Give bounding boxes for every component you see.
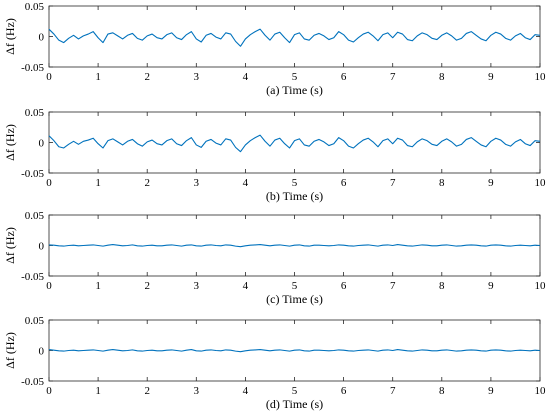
y-tick-label: -0.05 [21,376,44,388]
y-tick-label: 0.05 [25,1,45,13]
x-tick-label: 3 [194,385,200,397]
y-tick-label: 0.05 [25,107,45,119]
y-tick-label: -0.05 [21,168,44,180]
x-tick-label: 0 [46,280,52,292]
y-tick-label: -0.05 [21,62,44,74]
y-axis-label: Δf (Hz) [3,332,17,369]
x-tick-label: 5 [292,280,298,292]
x-tick-label: 7 [390,385,396,397]
x-tick-label: 6 [341,177,347,189]
x-tick-label: 5 [292,177,298,189]
x-tick-label: 6 [341,71,347,83]
x-tick-label: 5 [292,385,298,397]
x-axis-caption: (c) Time (s) [266,292,323,306]
x-tick-label: 8 [439,280,445,292]
x-tick-label: 3 [194,280,200,292]
axes-box [48,111,541,174]
x-axis-caption: (b) Time (s) [266,189,323,203]
y-axis-label: Δf (Hz) [3,124,17,161]
x-tick-label: 0 [46,385,52,397]
x-tick-label: 9 [488,71,494,83]
x-tick-label: 2 [144,280,150,292]
x-tick-label: 4 [243,385,249,397]
x-tick-label: 10 [535,177,547,189]
x-tick-label: 1 [95,177,101,189]
y-tick-label: 0 [39,346,45,358]
x-tick-label: 8 [439,177,445,189]
x-tick-label: 6 [341,280,347,292]
x-tick-label: 2 [144,385,150,397]
x-tick-label: 9 [488,385,494,397]
y-axis-label: Δf (Hz) [3,227,17,264]
y-tick-label: 0 [39,138,45,150]
y-axis-label: Δf (Hz) [3,18,17,55]
x-tick-label: 10 [535,71,547,83]
x-tick-label: 1 [95,71,101,83]
x-tick-label: 0 [46,177,52,189]
x-tick-label: 1 [95,385,101,397]
x-tick-label: 8 [439,385,445,397]
x-tick-label: 9 [488,177,494,189]
x-tick-label: 3 [194,177,200,189]
x-tick-label: 10 [535,280,547,292]
axes-box [48,5,541,68]
x-tick-label: 5 [292,71,298,83]
x-tick-label: 3 [194,71,200,83]
series-line [48,349,541,353]
y-tick-label: 0 [39,32,45,44]
x-tick-label: 2 [144,177,150,189]
x-tick-label: 6 [341,385,347,397]
y-tick-label: 0.05 [25,315,45,327]
series-line [48,28,541,47]
x-tick-label: 9 [488,280,494,292]
series-line [48,244,541,248]
series-line [48,134,541,153]
x-tick-label: 10 [535,385,547,397]
y-tick-label: -0.05 [21,271,44,283]
x-tick-label: 8 [439,71,445,83]
x-tick-label: 2 [144,71,150,83]
x-tick-label: 0 [46,71,52,83]
x-axis-caption: (a) Time (s) [266,83,323,97]
x-tick-label: 7 [390,177,396,189]
y-tick-label: 0.05 [25,210,45,222]
y-tick-label: 0 [39,241,45,253]
x-tick-label: 7 [390,280,396,292]
x-axis-caption: (d) Time (s) [266,397,323,411]
x-tick-label: 1 [95,280,101,292]
x-tick-label: 4 [243,280,249,292]
x-tick-label: 4 [243,177,249,189]
x-tick-label: 7 [390,71,396,83]
x-tick-label: 4 [243,71,249,83]
